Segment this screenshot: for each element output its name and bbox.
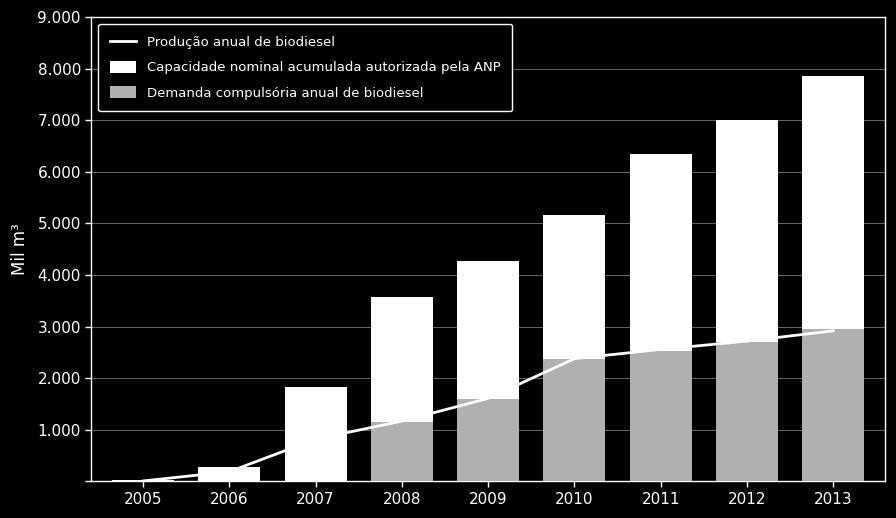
Produção anual de biodiesel (569, 355, 580, 362)
Line: Produção anual de biodiesel: Produção anual de biodiesel (143, 331, 833, 481)
Produção anual de biodiesel (483, 395, 494, 401)
Produção anual de biodiesel (138, 478, 149, 484)
Bar (371, 297, 433, 481)
Produção anual de biodiesel (224, 469, 235, 475)
Produção anual de biodiesel (742, 338, 753, 344)
Bar (630, 154, 692, 481)
Produção anual de biodiesel (655, 346, 666, 352)
Bar (198, 467, 261, 481)
Produção anual de biodiesel (828, 328, 839, 334)
Bar (802, 77, 864, 481)
Produção anual de biodiesel (397, 418, 408, 424)
Bar (285, 386, 347, 481)
Bar (716, 120, 778, 481)
Bar (371, 422, 433, 481)
Legend: Produção anual de biodiesel, Capacidade nominal acumulada autorizada pela ANP, D: Produção anual de biodiesel, Capacidade … (98, 24, 513, 111)
Bar (802, 329, 864, 481)
Bar (457, 399, 519, 481)
Bar (630, 351, 692, 481)
Bar (543, 215, 606, 481)
Bar (112, 480, 174, 481)
Y-axis label: Mil m³: Mil m³ (11, 223, 29, 275)
Bar (716, 342, 778, 481)
Bar (457, 261, 519, 481)
Bar (543, 358, 606, 481)
Produção anual de biodiesel (310, 436, 321, 442)
